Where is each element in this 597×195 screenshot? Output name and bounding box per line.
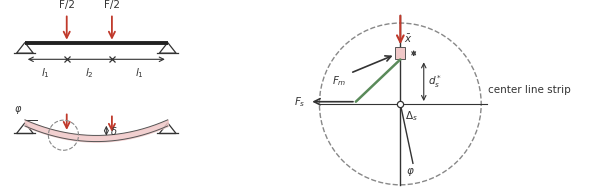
Text: $\delta$: $\delta$ [110, 125, 117, 137]
Text: $F_m$: $F_m$ [333, 74, 347, 88]
Text: $l_1$: $l_1$ [41, 66, 50, 80]
Bar [395, 47, 405, 59]
Text: $\varphi$: $\varphi$ [406, 166, 415, 178]
Text: $d_s^*$: $d_s^*$ [427, 73, 442, 90]
Text: center line strip: center line strip [488, 85, 571, 95]
Text: F/2: F/2 [104, 0, 120, 10]
Text: $\bar{x}$: $\bar{x}$ [404, 33, 412, 45]
Text: $\varphi$: $\varphi$ [14, 104, 22, 116]
Text: $\Delta_s$: $\Delta_s$ [405, 110, 418, 123]
Text: $l_2$: $l_2$ [85, 66, 94, 80]
Text: F/2: F/2 [59, 0, 75, 10]
Text: $l_1$: $l_1$ [136, 66, 144, 80]
Text: $F_s$: $F_s$ [294, 95, 306, 109]
